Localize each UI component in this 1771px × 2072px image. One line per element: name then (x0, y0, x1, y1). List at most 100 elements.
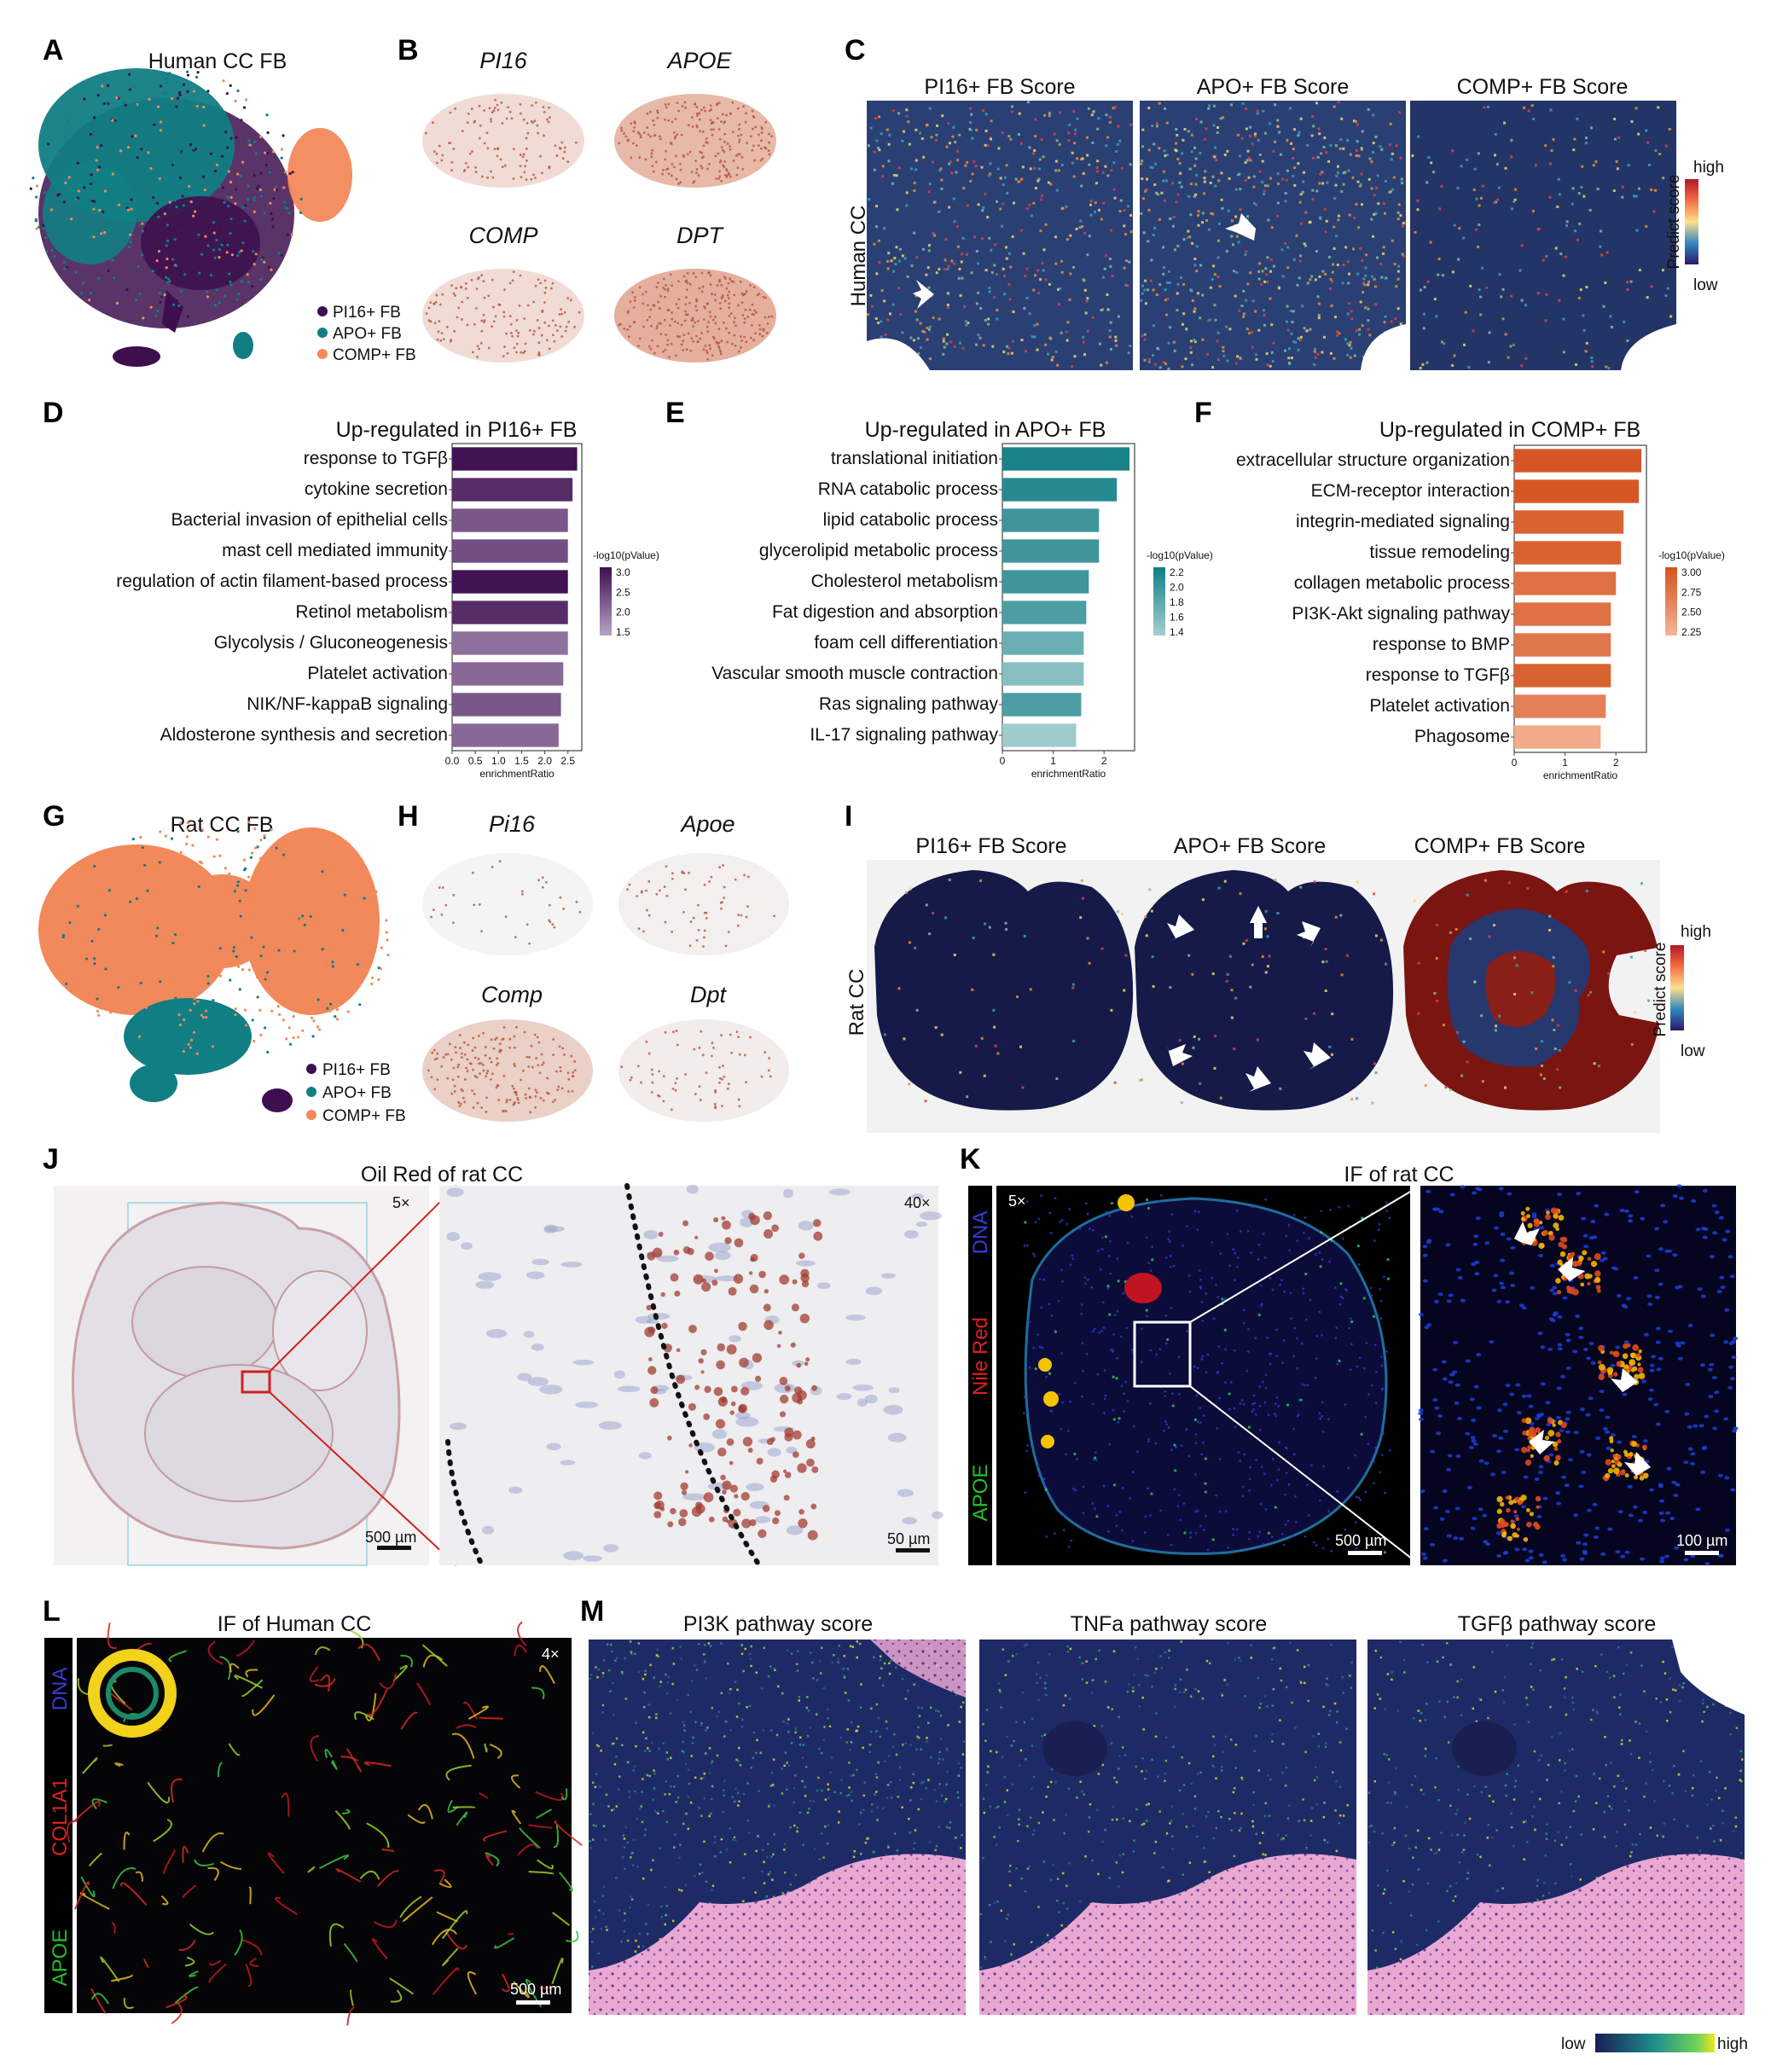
gene-label: COMP (469, 223, 538, 248)
legend-title: Predict score (1652, 943, 1669, 1037)
bar (1002, 723, 1077, 747)
score-title: APO+ FB Score (1197, 75, 1350, 99)
term-label: Platelet activation (1369, 696, 1510, 716)
score-title: PI16+ FB Score (924, 75, 1075, 99)
panel-l: IF of Human CC DNA COL1A1 APOE 4× 500 µm (44, 1612, 583, 2026)
tick-label: 2 (1101, 755, 1107, 767)
bar (1514, 664, 1611, 688)
panel-i: PI16+ FB Score APO+ FB Score COMP+ FB Sc… (845, 834, 1711, 1133)
term-label: collagen metabolic process (1294, 573, 1510, 593)
arrow-icon (1611, 1368, 1638, 1396)
panel-i-ylabel: Rat CC (845, 969, 868, 1036)
channel-label: APOE (49, 1930, 72, 1987)
legend-label: APO+ FB (322, 1084, 392, 1102)
arrow-icon (1167, 914, 1194, 942)
term-label: glycerolipid metabolic process (759, 541, 998, 560)
bar (1002, 478, 1118, 502)
scale-bar-label: 500 µm (365, 1529, 416, 1546)
legend-tick: 1.8 (1170, 596, 1184, 608)
chart-title: Up-regulated in COMP+ FB (1379, 418, 1640, 442)
tick-label: 2 (1613, 757, 1619, 769)
panel-a-umap (29, 68, 352, 367)
zoom-box (1133, 1320, 1192, 1388)
magnification-label: 4× (542, 1645, 560, 1663)
zoom-box (241, 1370, 271, 1394)
bar (1514, 694, 1606, 718)
term-label: tissue remodeling (1369, 543, 1510, 562)
legend-title: -log10(pValue) (1147, 549, 1213, 561)
term-label: Vascular smooth muscle contraction (711, 664, 998, 683)
score-title: COMP+ FB Score (1457, 75, 1629, 99)
gene-umap (614, 269, 776, 363)
bar (452, 601, 568, 624)
arrow-icon (913, 280, 934, 309)
spatial-map (1410, 101, 1676, 370)
term-label: Ras signaling pathway (819, 694, 999, 714)
panel-a-title: Human CC FB (148, 49, 287, 73)
bar (1002, 601, 1087, 624)
x-axis-label: enrichmentRatio (1543, 769, 1618, 781)
scale-bar-label: 100 µm (1676, 1532, 1727, 1549)
legend-dot (317, 349, 328, 359)
pathway-title: TNFa pathway score (1071, 1612, 1268, 1636)
panel-c: PI16+ FB Score APO+ FB Score COMP+ FB Sc… (847, 75, 1724, 370)
bar (1002, 662, 1084, 686)
gene-umap (422, 94, 584, 188)
if-overview: 5× 500 µm (996, 1186, 1410, 1565)
gene-umap (422, 1019, 593, 1122)
tick-label: 1.0 (491, 755, 506, 767)
bar-chart: translational initiation RNA catabolic pr… (711, 443, 1213, 780)
bar (452, 478, 573, 502)
scale-bar-label: 500 µm (510, 1981, 561, 1998)
panel-g-title: Rat CC FB (171, 813, 274, 837)
panel-g-umap (38, 821, 390, 1112)
panel-letter-l: L (43, 1595, 61, 1628)
term-label: lipid catabolic process (823, 510, 998, 530)
panel-letter-m: M (580, 1595, 604, 1628)
legend-low: low (1561, 2035, 1586, 2053)
term-label: mast cell mediated immunity (222, 541, 448, 560)
legend-dot (306, 1110, 316, 1120)
legend-title: -log10(pValue) (593, 549, 659, 561)
bar (452, 508, 568, 532)
term-label: PI3K-Akt signaling pathway (1292, 604, 1510, 624)
bar (1002, 539, 1100, 563)
legend-high: high (1717, 2035, 1748, 2053)
legend-tick: 1.6 (1170, 612, 1184, 624)
magnification-label: 40× (904, 1194, 931, 1211)
legend-low: low (1681, 1042, 1705, 1060)
term-label: Glycolysis / Gluconeogenesis (214, 633, 448, 653)
panel-g: Rat CC FB PI16+ FB APO+ FB COMP+ FB (38, 813, 406, 1125)
legend-tick: 2.25 (1681, 626, 1702, 638)
legend-title: -log10(pValue) (1658, 549, 1725, 561)
bar (452, 631, 568, 655)
channel-label: DNA (969, 1211, 992, 1255)
panel-letter-d: D (43, 397, 64, 429)
tick-label: 1 (1562, 757, 1568, 769)
tick-label: 1.5 (514, 755, 529, 767)
bar (1514, 602, 1611, 626)
term-label: response to BMP (1373, 635, 1510, 654)
pathway-title: TGFβ pathway score (1458, 1612, 1657, 1636)
panel-k: IF of rat CC DNA Nile Red APOE 5× 500 µm (968, 1163, 1739, 1566)
score-title: PI16+ FB Score (915, 834, 1066, 858)
legend-tick: 3.0 (616, 566, 630, 578)
bar (1514, 541, 1622, 565)
bar (1514, 510, 1624, 534)
dotted-boundary (445, 1439, 485, 1568)
tick-label: 0.0 (445, 755, 460, 767)
bar (1002, 508, 1100, 532)
legend-high: high (1693, 159, 1724, 177)
panel-j: Oil Red of rat CC 5× 500 µm 40× 50 µm (54, 1163, 944, 1568)
bar (1514, 572, 1617, 595)
term-label: Platelet activation (307, 664, 448, 683)
legend-high: high (1681, 923, 1711, 941)
term-label: integrin-mediated signaling (1296, 512, 1510, 531)
gene-label: Apoe (679, 811, 735, 837)
tick-label: 1 (1050, 755, 1056, 767)
term-label: response to TGFβ (1366, 665, 1510, 685)
term-label: extracellular structure organization (1236, 450, 1510, 470)
legend-dot (317, 328, 328, 338)
x-axis-label: enrichmentRatio (479, 768, 555, 780)
legend-tick: 2.50 (1681, 607, 1702, 618)
